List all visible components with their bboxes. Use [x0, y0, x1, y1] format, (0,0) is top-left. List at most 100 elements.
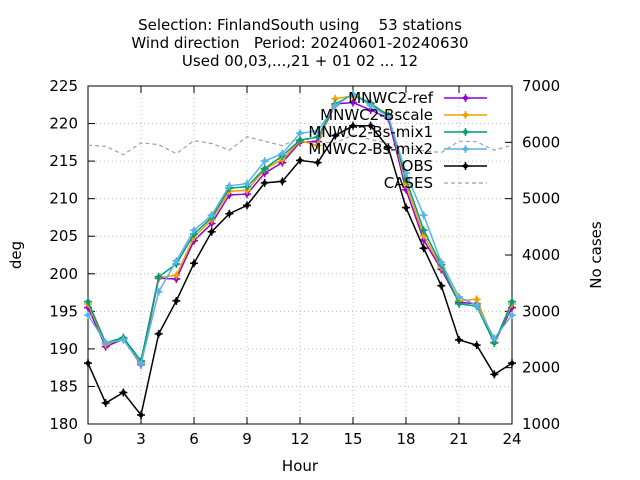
data-point-marker [437, 281, 446, 290]
title-line-3: Used 00,03,...,21 + 01 02 ... 12 [182, 52, 418, 70]
data-point-marker [437, 258, 446, 267]
data-point-marker [455, 293, 463, 302]
data-point-marker [331, 131, 340, 140]
legend-label: MNWC2-Bs-mix2 [308, 140, 433, 158]
y-tick-label: 210 [49, 190, 78, 208]
title-line-1: Selection: FinlandSouth using 53 station… [138, 16, 462, 34]
x-tick-label: 9 [242, 430, 252, 448]
data-point-marker [313, 141, 322, 150]
data-point-marker [313, 127, 322, 136]
data-point-marker [137, 410, 145, 419]
data-point-marker [207, 211, 216, 220]
y-tick-label: 200 [49, 265, 78, 283]
y2-axis-label: No cases [587, 221, 605, 289]
data-point-marker [419, 244, 428, 253]
legend-item-mnwc2-bs-mix2: MNWC2-Bs-mix2 [308, 140, 487, 158]
title-line-2: Wind direction Period: 20240601-20240630 [131, 34, 468, 52]
data-point-marker [225, 209, 234, 218]
legend-item-mnwc2-ref: MNWC2-ref [348, 89, 487, 107]
legend-label: MNWC2-Bscale [320, 106, 433, 124]
data-point-marker [402, 169, 410, 178]
y2-tick-label: 4000 [522, 246, 560, 264]
data-point-marker [225, 181, 234, 190]
y-axis-label: deg [7, 241, 25, 269]
data-point-marker [260, 178, 269, 187]
data-point-marker [508, 311, 516, 320]
data-point-marker [101, 398, 110, 407]
data-point-marker [349, 98, 357, 107]
data-point-marker [313, 158, 322, 167]
y-tick-label: 195 [49, 302, 78, 320]
y-tick-label: 220 [49, 115, 78, 133]
data-point-marker [278, 149, 287, 158]
data-point-marker [508, 297, 516, 306]
data-point-marker [472, 341, 481, 350]
data-point-marker [419, 226, 428, 235]
data-point-marker [508, 359, 516, 368]
data-point-marker [349, 90, 357, 99]
legend-marker-plus [461, 128, 470, 136]
data-point-marker [84, 311, 92, 320]
data-point-marker [119, 388, 128, 397]
data-point-marker [154, 329, 163, 338]
series-obs [84, 121, 516, 419]
data-point-marker [296, 129, 304, 138]
data-point-marker [190, 226, 198, 235]
data-point-marker [296, 156, 304, 165]
data-point-marker [154, 287, 163, 296]
data-point-marker [490, 370, 499, 379]
data-point-marker [490, 334, 499, 343]
y2-tick-label: 6000 [522, 133, 560, 151]
data-point-marker [172, 296, 181, 305]
data-point-marker [472, 301, 481, 310]
data-point-marker [384, 112, 393, 121]
legend-label: OBS [402, 157, 433, 175]
legend-label: MNWC2-ref [348, 89, 433, 107]
x-tick-label: 24 [502, 430, 521, 448]
x-tick-label: 3 [136, 430, 146, 448]
data-point-marker [384, 143, 393, 152]
legend-label: CASES [384, 174, 433, 192]
data-point-marker [331, 101, 340, 110]
axes: 0 3 6 9 12 15 18 21 24 180 185 190 195 200 205 210 215 22… [49, 77, 560, 448]
data-point-marker [172, 257, 181, 266]
data-point-marker [207, 227, 216, 236]
data-point-marker [260, 164, 269, 173]
x-tick-label: 0 [83, 430, 93, 448]
x-tick-label: 18 [396, 430, 415, 448]
y-tick-label: 225 [49, 77, 78, 95]
data-point-marker [84, 297, 92, 306]
y2-tick-label: 2000 [522, 359, 560, 377]
y-tick-label: 180 [49, 415, 78, 433]
x-tick-label: 12 [290, 430, 309, 448]
data-point-marker [349, 121, 357, 130]
data-point-marker [243, 179, 251, 188]
legend-item-mnwc2-bs-mix1: MNWC2-Bs-mix1 [308, 123, 487, 141]
data-point-marker [402, 203, 410, 212]
x-axis-label: Hour [282, 457, 319, 475]
data-point-marker [419, 211, 428, 220]
y2-tick-label: 1000 [522, 415, 560, 433]
chart-title: Selection: FinlandSouth using 53 station… [131, 16, 468, 70]
data-point-marker [366, 121, 375, 130]
legend-marker-plus [461, 111, 470, 119]
legend-marker-plus [461, 94, 470, 102]
legend-label: MNWC2-Bs-mix1 [308, 123, 433, 141]
data-point-marker [455, 299, 463, 308]
y-tick-label: 185 [49, 377, 78, 395]
data-point-marker [260, 157, 269, 166]
legend-marker-plus [461, 145, 470, 153]
y2-tick-label: 5000 [522, 190, 560, 208]
x-tick-label: 15 [343, 430, 362, 448]
legend-marker-plus [461, 162, 470, 170]
y-tick-label: 205 [49, 227, 78, 245]
y-tick-label: 215 [49, 152, 78, 170]
data-point-marker [154, 272, 163, 281]
data-point-marker [278, 177, 287, 186]
data-point-marker [190, 259, 198, 268]
data-point-marker [243, 201, 251, 210]
legend: MNWC2-refMNWC2-BscaleMNWC2-Bs-mix1MNWC2-… [308, 89, 487, 192]
data-point-marker [455, 335, 463, 344]
data-point-marker [172, 271, 181, 280]
